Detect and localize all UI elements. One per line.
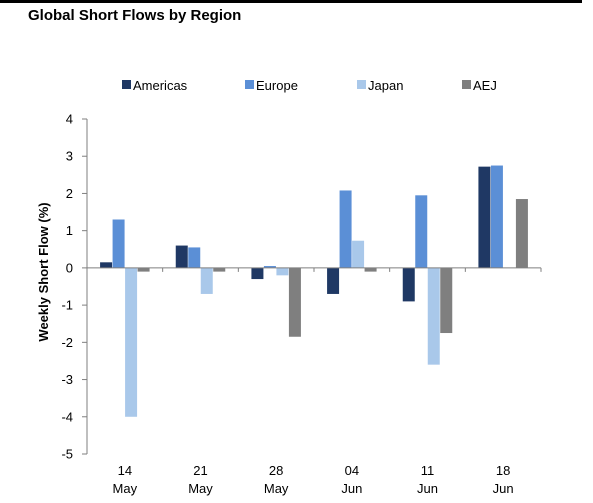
bar-europe-2 [263,266,276,268]
legend: Americas Europe Japan AEJ [122,78,497,93]
bar-americas-5 [478,166,491,268]
x-tick-label-month: May [264,481,289,496]
x-tick-label-month: May [188,481,213,496]
bar-japan-1 [200,267,213,294]
y-tick-label: 0 [66,260,73,275]
bar-aej-1 [213,267,226,272]
x-tick-label-day: 04 [345,463,359,478]
legend-swatch-japan [357,80,366,89]
bar-japan-0 [125,267,138,417]
bar-europe-3 [339,190,352,268]
bar-japan-2 [276,267,289,276]
y-tick-label: -2 [61,335,73,350]
bar-europe-1 [188,247,201,268]
y-tick-label: 1 [66,223,73,238]
legend-swatch-americas [122,80,131,89]
x-tick-label-month: Jun [417,481,438,496]
y-axis: 4 3 2 1 0 -1 -2 -3 -4 -5 [61,112,88,462]
legend-label-americas: Americas [133,78,188,93]
x-tick-label-day: 14 [118,463,132,478]
x-tick-label-day: 21 [193,463,207,478]
legend-label-europe: Europe [256,78,298,93]
y-axis-label: Weekly Short Flow (%) [36,202,51,341]
x-tick-label-month: May [113,481,138,496]
x-tick-label-day: 28 [269,463,283,478]
title-rule [0,0,582,3]
x-tick-label-day: 11 [421,463,435,478]
x-tick-label-month: Jun [341,481,362,496]
legend-swatch-europe [245,80,254,89]
y-tick-label: -1 [61,298,73,313]
bars [100,165,528,417]
bar-aej-5 [515,199,528,268]
y-tick-label: 4 [66,112,73,127]
y-tick-label: 2 [66,186,73,201]
bar-americas-1 [175,245,188,268]
bar-americas-4 [402,267,415,302]
y-tick-label: -5 [61,447,73,462]
bar-japan-4 [427,267,440,365]
bar-americas-3 [327,267,340,294]
bar-aej-4 [440,267,453,334]
y-tick-label: -4 [61,409,73,424]
bar-americas-0 [100,262,113,268]
y-tick-label: -3 [61,372,73,387]
chart-title: Global Short Flows by Region [28,7,242,24]
y-tick-label: 3 [66,149,73,164]
legend-label-japan: Japan [368,78,403,93]
x-axis: 14 May 21 May 28 May 04 Jun 11 Jun 18 Jun [86,267,542,496]
bar-aej-0 [137,267,150,272]
x-tick-label-day: 18 [496,463,510,478]
bar-aej-2 [288,267,301,337]
bar-americas-2 [251,267,264,280]
bar-aej-3 [364,267,377,272]
legend-label-aej: AEJ [473,78,497,93]
x-tick-label-month: Jun [493,481,514,496]
bar-europe-0 [112,219,125,268]
bar-europe-4 [415,195,428,268]
bar-japan-3 [352,240,365,268]
legend-swatch-aej [462,80,471,89]
bar-europe-5 [490,165,503,268]
